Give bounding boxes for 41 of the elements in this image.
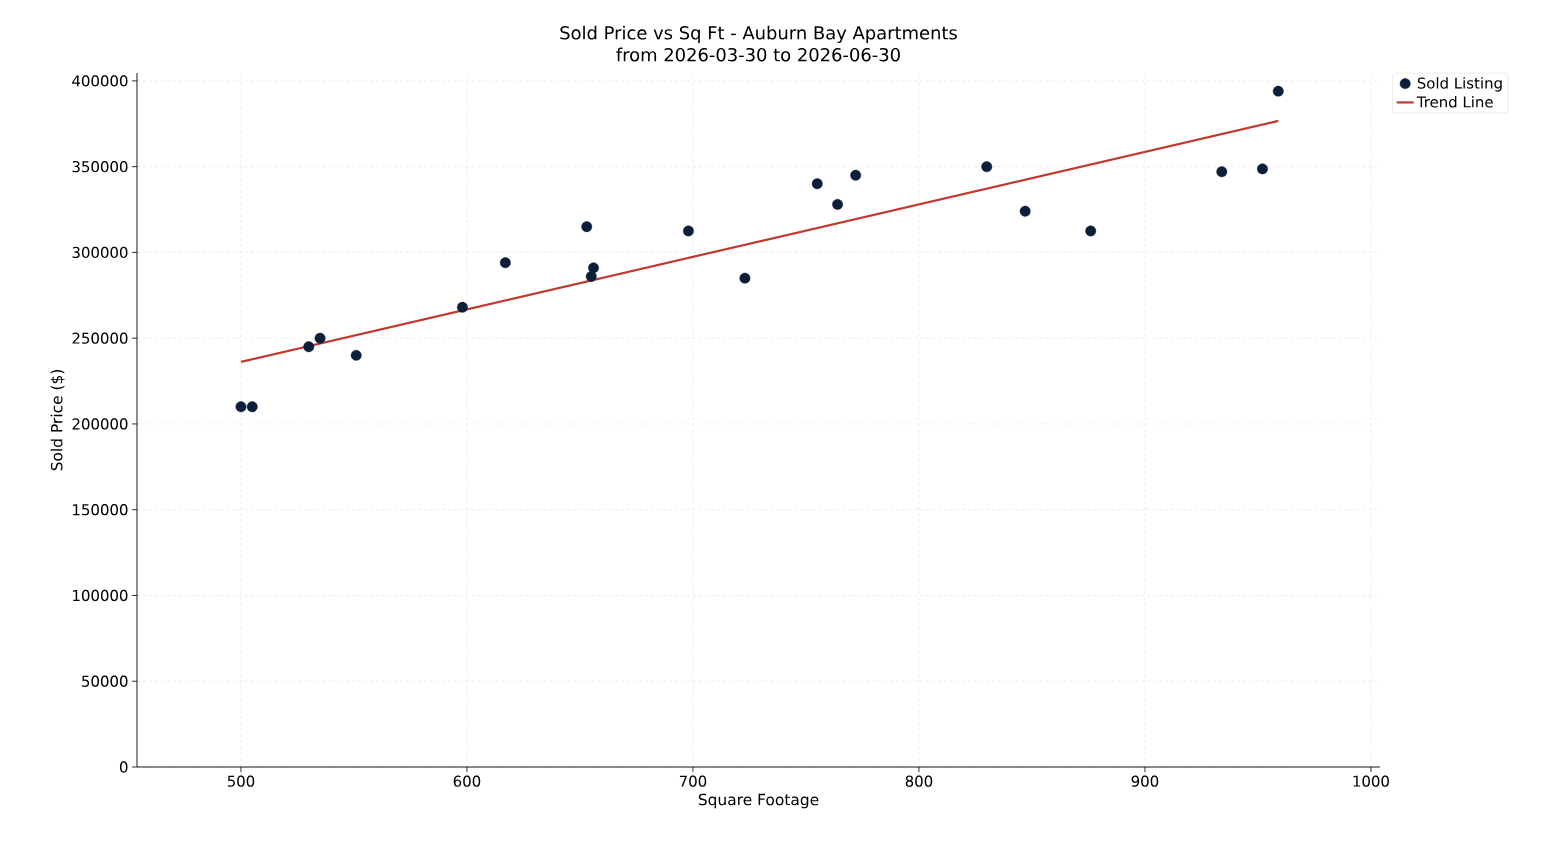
point: [739, 272, 751, 284]
point: [314, 332, 326, 344]
point: [981, 161, 993, 173]
legend-label: Trend Line: [1416, 96, 1493, 108]
y-tick-label: 300000: [72, 246, 128, 259]
chart-subtitle: from 2026-03-30 to 2026-06-30: [616, 47, 900, 62]
point: [499, 257, 511, 269]
y-axis-title: Sold Price ($): [50, 369, 65, 471]
point: [246, 401, 258, 413]
point: [457, 301, 468, 313]
y-tick-label: 250000: [72, 332, 128, 344]
point: [588, 262, 599, 274]
point: [811, 178, 823, 190]
chart-title: Sold Price vs Sq Ft - Auburn Bay Apartments: [560, 25, 957, 44]
point: [832, 198, 843, 210]
point: [350, 349, 362, 361]
x-tick-label: 900: [1131, 775, 1159, 787]
point: [303, 341, 315, 353]
point: [1272, 85, 1284, 97]
x-axis-title: Square Footage: [698, 793, 819, 809]
y-tick-label: 0: [119, 761, 128, 773]
y-tick-label: 200000: [72, 418, 128, 430]
y-tick-label: 400000: [72, 75, 128, 87]
x-tick-label: 700: [679, 775, 707, 787]
x-tick-label: 1000: [1353, 775, 1389, 787]
y-tick-label: 350000: [72, 160, 128, 173]
x-tick-label: 600: [453, 775, 481, 787]
point: [1257, 163, 1268, 175]
legend-label: Sold Listing: [1417, 77, 1502, 92]
point: [1019, 205, 1031, 217]
x-tick-label: 800: [905, 775, 933, 787]
y-tick-label: 100000: [73, 589, 128, 602]
point: [850, 169, 862, 181]
y-tick-label: 50000: [82, 675, 128, 687]
point: [1085, 225, 1097, 237]
y-tick-label: 150000: [73, 504, 128, 516]
x-tick-label: 500: [227, 775, 255, 787]
point: [235, 401, 247, 413]
point: [581, 221, 593, 233]
point: [1216, 166, 1228, 178]
point: [683, 225, 694, 237]
